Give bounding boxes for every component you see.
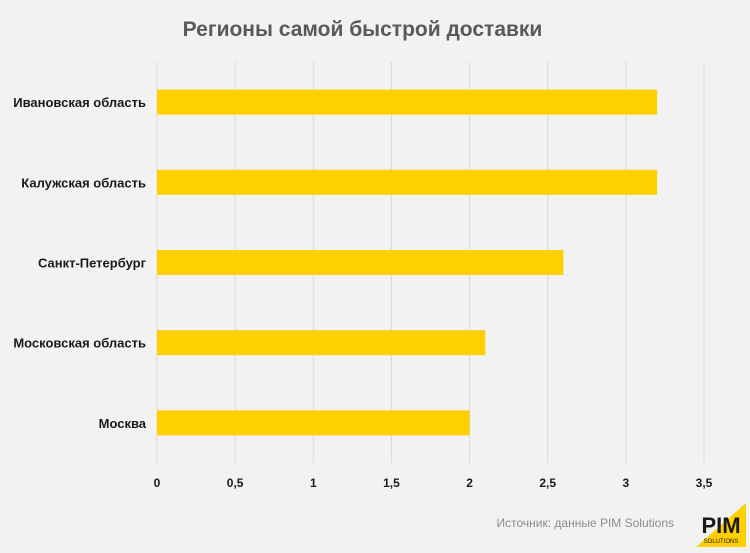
category-label: Санкт-Петербург <box>38 256 147 271</box>
x-tick-label: 1,5 <box>383 476 400 490</box>
category-label: Московская область <box>13 336 146 351</box>
source-note: Источник: данные PIM Solutions <box>496 516 675 530</box>
category-label: Москва <box>99 416 147 431</box>
logo-subtext: SOLUTIONS <box>704 539 739 545</box>
chart-title: Регионы самой быстрой доставки <box>182 18 543 41</box>
x-tick-label: 3,5 <box>696 476 713 490</box>
x-tick-label: 1 <box>310 476 317 490</box>
pim-solutions-logo: PIM SOLUTIONS <box>696 503 746 547</box>
bar <box>157 169 658 195</box>
x-tick-label: 0,5 <box>227 476 244 490</box>
x-tick-label: 2,5 <box>539 476 556 490</box>
bar <box>157 410 470 436</box>
x-tick-label: 3 <box>623 476 630 490</box>
logo-triangle <box>696 503 746 547</box>
logo-text: PIM <box>701 513 740 538</box>
bar <box>157 89 658 115</box>
category-label: Калужская область <box>21 175 146 190</box>
x-tick-label: 0 <box>154 476 161 490</box>
bar <box>157 330 486 356</box>
category-label: Ивановская область <box>13 95 146 110</box>
bar <box>157 250 564 275</box>
x-tick-label: 2 <box>466 476 473 490</box>
